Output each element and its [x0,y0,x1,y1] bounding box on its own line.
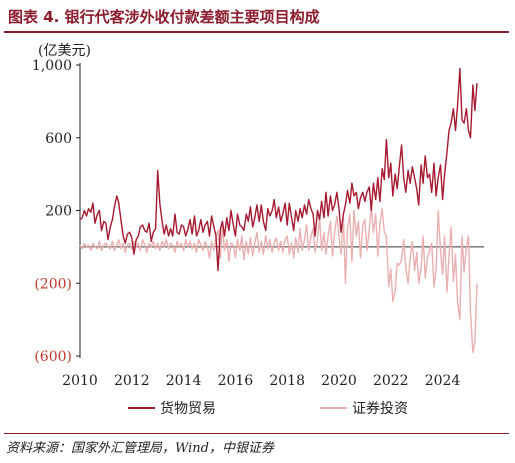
tick-labels: 1,000 600 200 (200) (600) 2010 2012 2014 2016 201… [32,58,461,389]
x-tick-label: 2016 [218,373,254,389]
title-rule [4,31,509,33]
legend-label-securities-investment: 证券投资 [352,401,408,417]
x-tick-label: 2012 [114,373,150,389]
chart-axes [76,63,81,358]
x-tick-label: 2010 [62,373,98,389]
source-note: 资料来源：国家外汇管理局，Wind，中银证券 [6,441,274,456]
y-axis-unit: (亿美元) [38,43,91,59]
legend-label-goods-trade: 货物贸易 [160,400,216,417]
series-lines [79,67,478,354]
y-tick-label: (600) [34,349,72,365]
series-line-goods-trade [79,67,478,272]
y-tick-label: (200) [34,276,72,292]
x-tick-label: 2020 [321,373,357,389]
x-tick-label: 2018 [269,373,305,389]
x-tick-label: 2022 [373,373,409,389]
chart-legend: 货物贸易 证券投资 [128,400,408,417]
x-tick-label: 2014 [166,373,202,389]
series-line-securities-investment [79,206,478,354]
x-tick-label: 2024 [425,373,461,389]
y-tick-label: 1,000 [32,58,72,74]
chart-title: 图表 4. 银行代客涉外收付款差额主要项目构成 [8,8,320,26]
y-tick-label: 600 [45,131,72,147]
source-rule [4,433,509,434]
y-tick-label: 200 [45,204,72,220]
